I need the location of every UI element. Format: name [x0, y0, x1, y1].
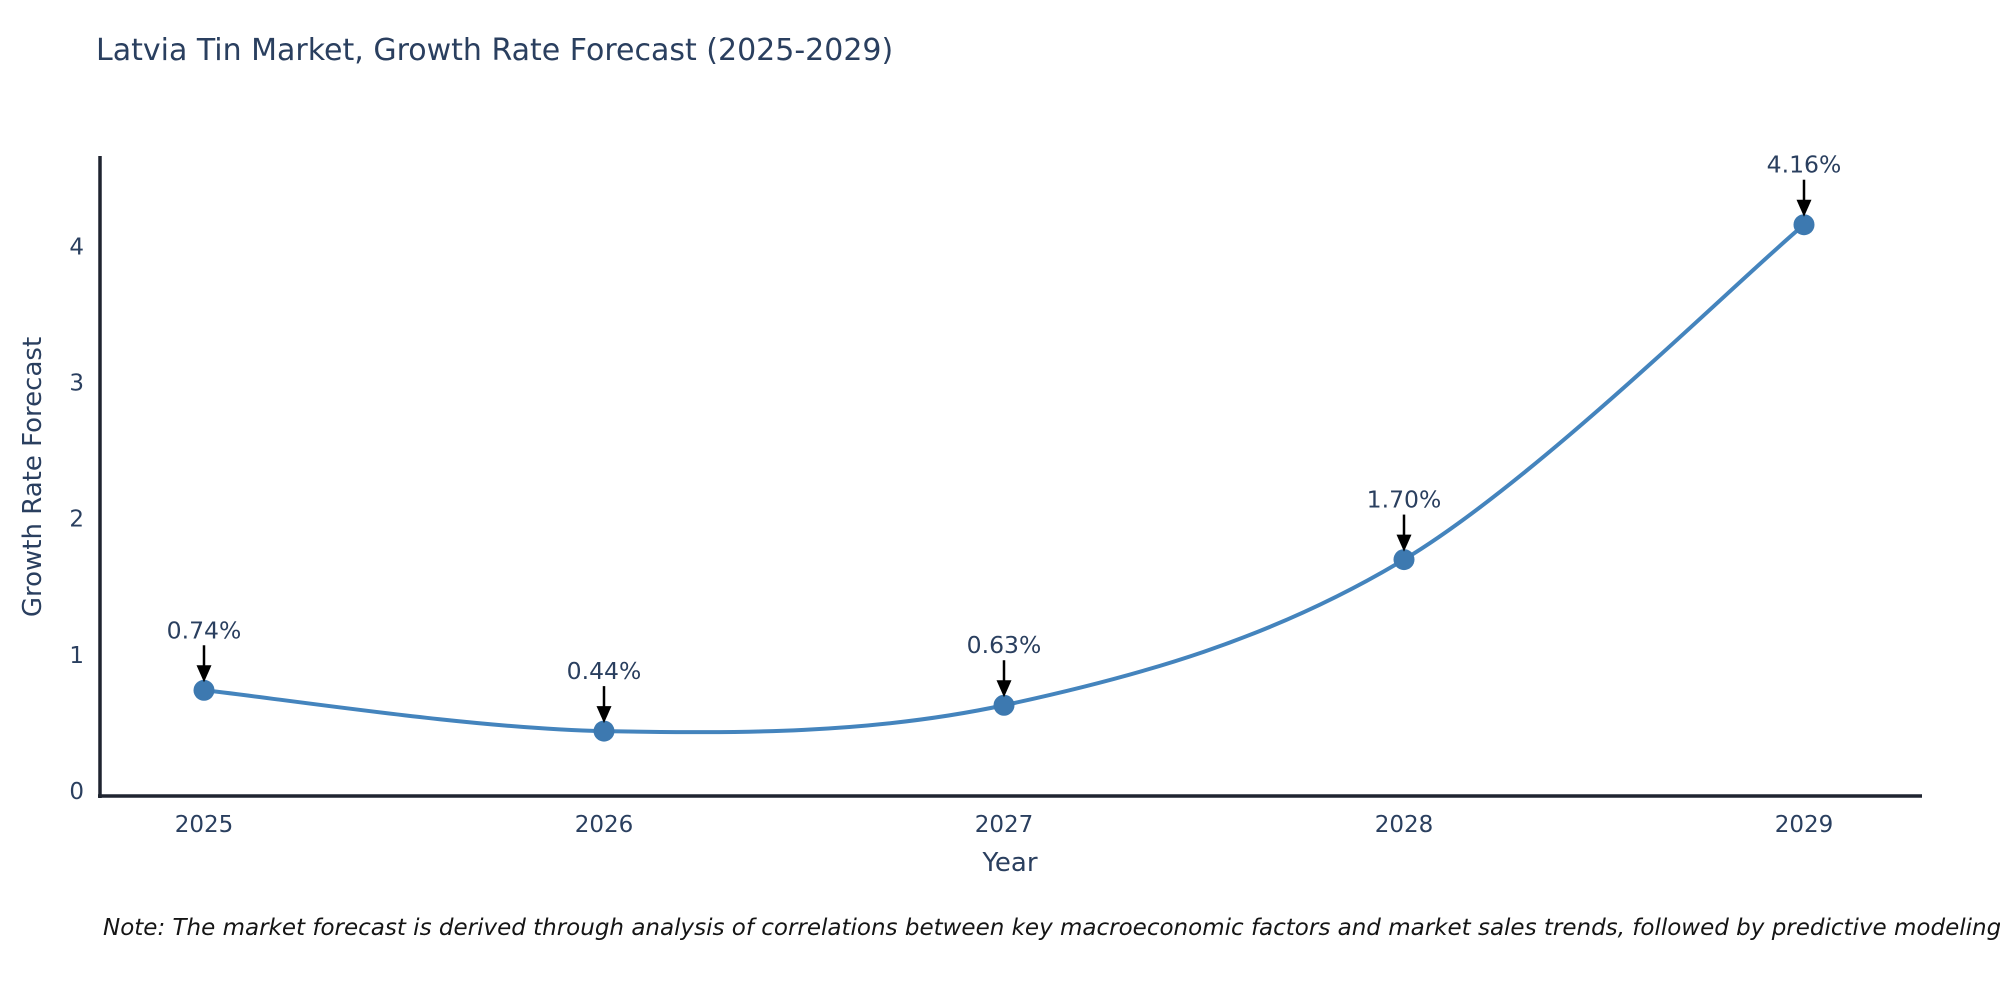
point-annotation-label: 1.70% [1367, 486, 1442, 514]
data-point-marker [193, 679, 215, 701]
x-tick-label: 2026 [575, 812, 634, 838]
footnote: Note: The market forecast is derived thr… [103, 915, 2000, 941]
x-tick-label: 2027 [975, 812, 1034, 838]
x-tick-label: 2029 [1775, 812, 1834, 838]
y-tick-label: 0 [69, 779, 84, 805]
y-tick-label: 2 [69, 507, 84, 533]
chart-title: Latvia Tin Market, Growth Rate Forecast … [96, 33, 894, 68]
point-annotation-label: 0.63% [967, 631, 1042, 659]
data-point-marker [993, 694, 1015, 716]
y-tick-label: 4 [69, 234, 84, 260]
x-tick-label: 2028 [1375, 812, 1434, 838]
annotation-arrowhead-icon [1796, 199, 1812, 217]
x-tick-label: 2025 [175, 812, 234, 838]
annotation-arrowhead-icon [1396, 534, 1412, 552]
y-tick-label: 1 [69, 643, 84, 669]
point-annotation-label: 0.44% [567, 657, 642, 685]
point-annotation-label: 4.16% [1767, 151, 1842, 179]
y-tick-label: 3 [69, 371, 84, 397]
x-axis-title: Year [982, 848, 1038, 878]
annotation-arrowhead-icon [596, 706, 612, 724]
data-point-marker [593, 720, 615, 742]
data-point-marker [1393, 549, 1415, 571]
y-axis-title: Growth Rate Forecast [18, 336, 48, 618]
data-point-marker [1793, 214, 1815, 236]
point-annotation-label: 0.74% [167, 616, 242, 644]
annotation-arrowhead-icon [196, 665, 212, 683]
annotation-arrowhead-icon [996, 680, 1012, 698]
